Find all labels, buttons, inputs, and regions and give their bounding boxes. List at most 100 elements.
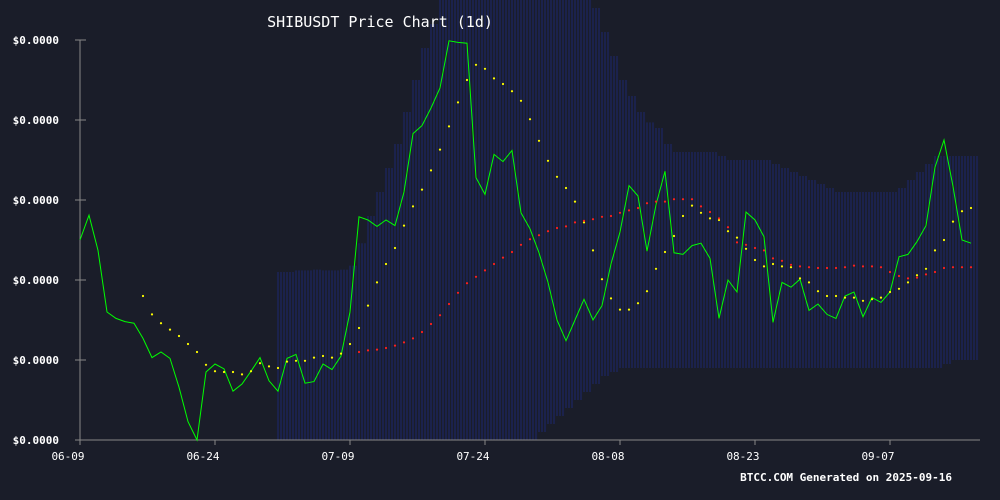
ma-long-point bbox=[402, 341, 406, 344]
ma-short-point bbox=[501, 82, 505, 86]
ma-short-point bbox=[456, 101, 460, 104]
ma-long-point bbox=[762, 249, 766, 252]
ma-short-point bbox=[960, 210, 964, 213]
ma-short-point bbox=[204, 363, 208, 366]
ma-short-point bbox=[402, 224, 406, 227]
ma-long-point bbox=[573, 221, 577, 224]
ma-short-point bbox=[438, 148, 442, 151]
ma-long-point bbox=[852, 264, 856, 267]
ma-short-point bbox=[888, 290, 892, 294]
ma-short-point bbox=[258, 362, 262, 365]
ma-short-point bbox=[141, 294, 145, 298]
ma-short-point bbox=[303, 359, 307, 362]
ma-long-point bbox=[888, 270, 892, 274]
ma-short-point bbox=[474, 63, 478, 66]
ma-long-point bbox=[429, 322, 433, 326]
ma-short-point bbox=[447, 125, 451, 128]
y-tick-label: $0.0000 bbox=[13, 114, 59, 127]
ma-short-point bbox=[906, 281, 910, 284]
ma-short-point bbox=[222, 370, 226, 374]
ma-short-point bbox=[816, 290, 820, 293]
y-tick-label: $0.0000 bbox=[13, 434, 59, 447]
ma-short-point bbox=[852, 296, 856, 299]
ma-long-point bbox=[438, 314, 442, 317]
ma-short-point bbox=[564, 186, 568, 190]
ma-short-point bbox=[384, 262, 388, 266]
ma-short-point bbox=[519, 99, 523, 102]
ma-short-point bbox=[726, 230, 730, 233]
ma-long-point bbox=[861, 265, 865, 268]
ma-long-point bbox=[681, 198, 685, 201]
ma-long-point bbox=[654, 200, 658, 203]
ma-long-point bbox=[375, 348, 379, 351]
ma-long-point bbox=[447, 302, 451, 306]
ma-short-point bbox=[528, 118, 532, 121]
ma-long-point bbox=[600, 215, 604, 218]
ma-long-point bbox=[933, 270, 937, 274]
ma-short-point bbox=[672, 234, 676, 238]
y-tick-label: $0.0000 bbox=[13, 194, 59, 207]
ma-short-point bbox=[267, 365, 271, 368]
ma-long-point bbox=[942, 266, 946, 270]
ma-long-point bbox=[627, 209, 631, 212]
ma-short-point bbox=[357, 326, 361, 330]
ma-short-point bbox=[420, 188, 424, 191]
ma-short-point bbox=[627, 308, 631, 311]
x-tick-label: 07-24 bbox=[456, 450, 489, 463]
ma-short-point bbox=[600, 278, 604, 281]
ma-long-point bbox=[384, 346, 388, 350]
ma-long-point bbox=[780, 259, 784, 262]
ma-short-point bbox=[699, 211, 703, 214]
ma-long-point bbox=[807, 266, 811, 269]
ma-long-point bbox=[906, 277, 910, 280]
ma-short-point bbox=[951, 220, 955, 223]
ma-short-point bbox=[168, 328, 172, 331]
ma-long-point bbox=[771, 257, 775, 260]
ma-short-point bbox=[294, 359, 298, 362]
ma-long-point bbox=[501, 256, 505, 259]
ma-short-point bbox=[717, 218, 721, 222]
ma-long-point bbox=[366, 349, 370, 352]
ma-short-point bbox=[798, 277, 802, 280]
ma-short-point bbox=[231, 370, 235, 374]
ma-long-point bbox=[492, 262, 496, 266]
ma-long-point bbox=[753, 246, 757, 250]
y-tick-label: $0.0000 bbox=[13, 34, 59, 47]
ma-short-point bbox=[366, 304, 370, 307]
ma-long-point bbox=[717, 217, 721, 220]
ma-short-point bbox=[510, 90, 514, 93]
ma-short-point bbox=[393, 246, 397, 250]
ma-long-point bbox=[411, 337, 415, 340]
ma-long-point bbox=[843, 266, 847, 269]
ma-short-point bbox=[429, 169, 433, 172]
ma-short-point bbox=[195, 350, 199, 354]
ma-long-point bbox=[537, 234, 541, 237]
ma-short-point bbox=[213, 370, 217, 373]
ma-short-point bbox=[915, 274, 919, 277]
x-tick-label: 08-23 bbox=[726, 450, 759, 463]
ma-long-point bbox=[825, 266, 829, 270]
ma-short-point bbox=[285, 360, 289, 363]
ma-short-point bbox=[321, 354, 325, 358]
ma-long-point bbox=[789, 263, 793, 266]
ma-short-point bbox=[771, 262, 775, 266]
ma-short-point bbox=[870, 298, 874, 301]
ma-short-point bbox=[942, 238, 946, 242]
ma-short-point bbox=[159, 322, 163, 325]
price-line bbox=[79, 40, 972, 442]
ma-long-point bbox=[420, 330, 424, 334]
ma-short-point bbox=[573, 200, 577, 203]
ma-short-point bbox=[555, 175, 559, 178]
volatility-bands bbox=[277, 0, 978, 440]
ma-long-point bbox=[474, 275, 478, 278]
ma-long-point bbox=[834, 266, 838, 270]
ma-long-point bbox=[564, 225, 568, 228]
ma-long-point bbox=[960, 266, 964, 269]
ma-long-point bbox=[798, 265, 802, 268]
ma-short-point bbox=[186, 342, 190, 346]
ma-short-point bbox=[843, 296, 847, 299]
x-tick-label: 06-09 bbox=[51, 450, 84, 463]
ma-short-point bbox=[762, 265, 766, 268]
x-tick-label: 06-24 bbox=[186, 450, 219, 463]
ma-long-point bbox=[645, 202, 649, 205]
